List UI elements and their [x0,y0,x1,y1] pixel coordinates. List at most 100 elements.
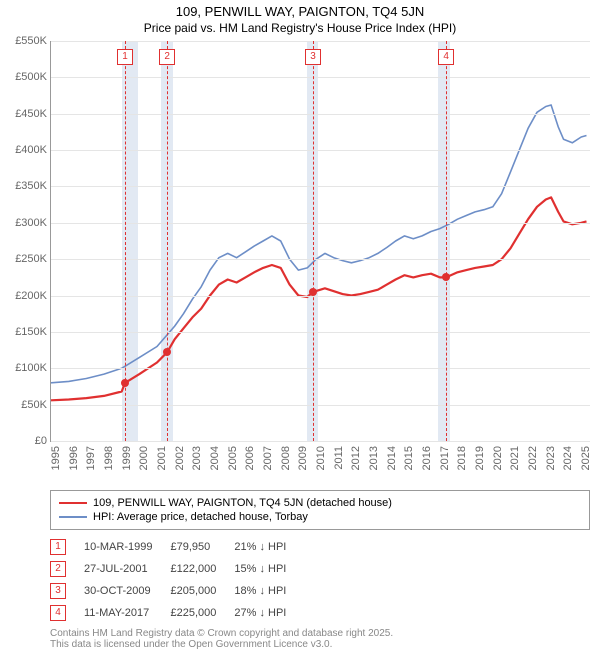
sale-dot [442,273,450,281]
x-tick-label: 2009 [297,446,309,470]
series-line-hpi [51,105,587,383]
x-tick-label: 2003 [191,446,203,470]
sale-number-box: 2 [50,561,66,577]
series-line-price_paid [51,197,587,400]
x-tick-label: 1999 [121,446,133,470]
x-tick-label: 2001 [156,446,168,470]
y-tick-label: £350K [0,180,51,192]
x-tick-label: 2017 [439,446,451,470]
sale-number-box: 4 [50,605,66,621]
x-tick-label: 2022 [527,446,539,470]
x-tick-label: 2005 [227,446,239,470]
sale-date: 30-OCT-2009 [84,580,170,602]
sale-marker-box: 3 [305,49,321,65]
x-tick-label: 2025 [580,446,592,470]
sale-price: £122,000 [170,558,234,580]
sale-marker-box: 2 [159,49,175,65]
x-tick-label: 1997 [85,446,97,470]
x-tick-label: 1998 [103,446,115,470]
x-tick-label: 1995 [50,446,62,470]
sale-delta: 21% ↓ HPI [234,536,304,558]
x-tick-label: 2008 [280,446,292,470]
y-tick-label: £0 [0,435,51,447]
table-row: 227-JUL-2001£122,00015% ↓ HPI [50,558,304,580]
chart-title: 109, PENWILL WAY, PAIGNTON, TQ4 5JN [0,4,600,19]
sale-dot [309,288,317,296]
y-tick-label: £100K [0,362,51,374]
sale-price: £79,950 [170,536,234,558]
footer-line: Contains HM Land Registry data © Crown c… [50,628,590,639]
y-tick-label: £200K [0,290,51,302]
x-tick-label: 2019 [474,446,486,470]
x-tick-label: 2004 [209,446,221,470]
legend-label: HPI: Average price, detached house, Torb… [93,511,308,523]
sale-delta: 18% ↓ HPI [234,580,304,602]
x-axis: 1995 1996 1997 1998 1999 2000 2001 2002 2003 2004… [50,442,590,482]
sale-marker-box: 1 [117,49,133,65]
y-tick-label: £550K [0,35,51,47]
table-row: 1 10-MAR-1999£79,95021% ↓ HPI [50,536,304,558]
gridline-h [51,186,590,187]
x-tick-label: 2020 [492,446,504,470]
legend-label: 109, PENWILL WAY, PAIGNTON, TQ4 5JN (det… [93,497,392,509]
sale-marker-box: 4 [438,49,454,65]
legend-swatch [59,516,87,518]
sale-delta: 15% ↓ HPI [234,558,304,580]
chart-container: 109, PENWILL WAY, PAIGNTON, TQ4 5JN Pric… [0,4,600,650]
gridline-h [51,368,590,369]
x-tick-label: 2024 [562,446,574,470]
gridline-h [51,223,590,224]
sale-dot [163,348,171,356]
x-tick-label: 2023 [545,446,557,470]
y-tick-label: £300K [0,217,51,229]
x-tick-label: 2000 [138,446,150,470]
x-tick-label: 2018 [456,446,468,470]
y-tick-label: £450K [0,108,51,120]
gridline-h [51,150,590,151]
legend-item: 109, PENWILL WAY, PAIGNTON, TQ4 5JN (det… [59,497,581,509]
gridline-h [51,405,590,406]
x-tick-label: 2014 [386,446,398,470]
gridline-h [51,41,590,42]
sale-dot [121,379,129,387]
y-tick-label: £150K [0,326,51,338]
chart-subtitle: Price paid vs. HM Land Registry's House … [0,21,600,35]
x-tick-label: 1996 [68,446,80,470]
gridline-h [51,332,590,333]
x-tick-label: 2021 [509,446,521,470]
footer: Contains HM Land Registry data © Crown c… [50,628,590,650]
x-tick-label: 2016 [421,446,433,470]
gridline-h [51,259,590,260]
sale-number-box: 3 [50,583,66,599]
table-row: 4 11-MAY-2017£225,00027% ↓ HPI [50,602,304,624]
y-tick-label: £500K [0,71,51,83]
sale-date: 11-MAY-2017 [84,602,170,624]
chart-lines [51,41,590,441]
x-tick-label: 2015 [403,446,415,470]
sale-price: £225,000 [170,602,234,624]
sale-number-box: 1 [50,539,66,555]
plot-area: £0£50K£100K£150K£200K£250K£300K£350K£400… [50,41,590,442]
sale-marker-line [167,41,168,441]
table-row: 3 30-OCT-2009£205,00018% ↓ HPI [50,580,304,602]
gridline-h [51,77,590,78]
x-tick-label: 2010 [315,446,327,470]
sale-marker-line [313,41,314,441]
gridline-h [51,296,590,297]
x-tick-label: 2007 [262,446,274,470]
legend: 109, PENWILL WAY, PAIGNTON, TQ4 5JN (det… [50,490,590,530]
gridline-h [51,114,590,115]
legend-swatch [59,502,87,504]
sale-price: £205,000 [170,580,234,602]
sale-date: 10-MAR-1999 [84,536,170,558]
x-tick-label: 2002 [174,446,186,470]
legend-item: HPI: Average price, detached house, Torb… [59,511,581,523]
footer-line: This data is licensed under the Open Gov… [50,639,590,650]
sales-table: 1 10-MAR-1999£79,95021% ↓ HPI227-JUL-2001… [50,536,590,624]
y-tick-label: £50K [0,399,51,411]
sale-marker-line [446,41,447,441]
x-tick-label: 2013 [368,446,380,470]
y-tick-label: £400K [0,144,51,156]
y-tick-label: £250K [0,253,51,265]
sale-delta: 27% ↓ HPI [234,602,304,624]
